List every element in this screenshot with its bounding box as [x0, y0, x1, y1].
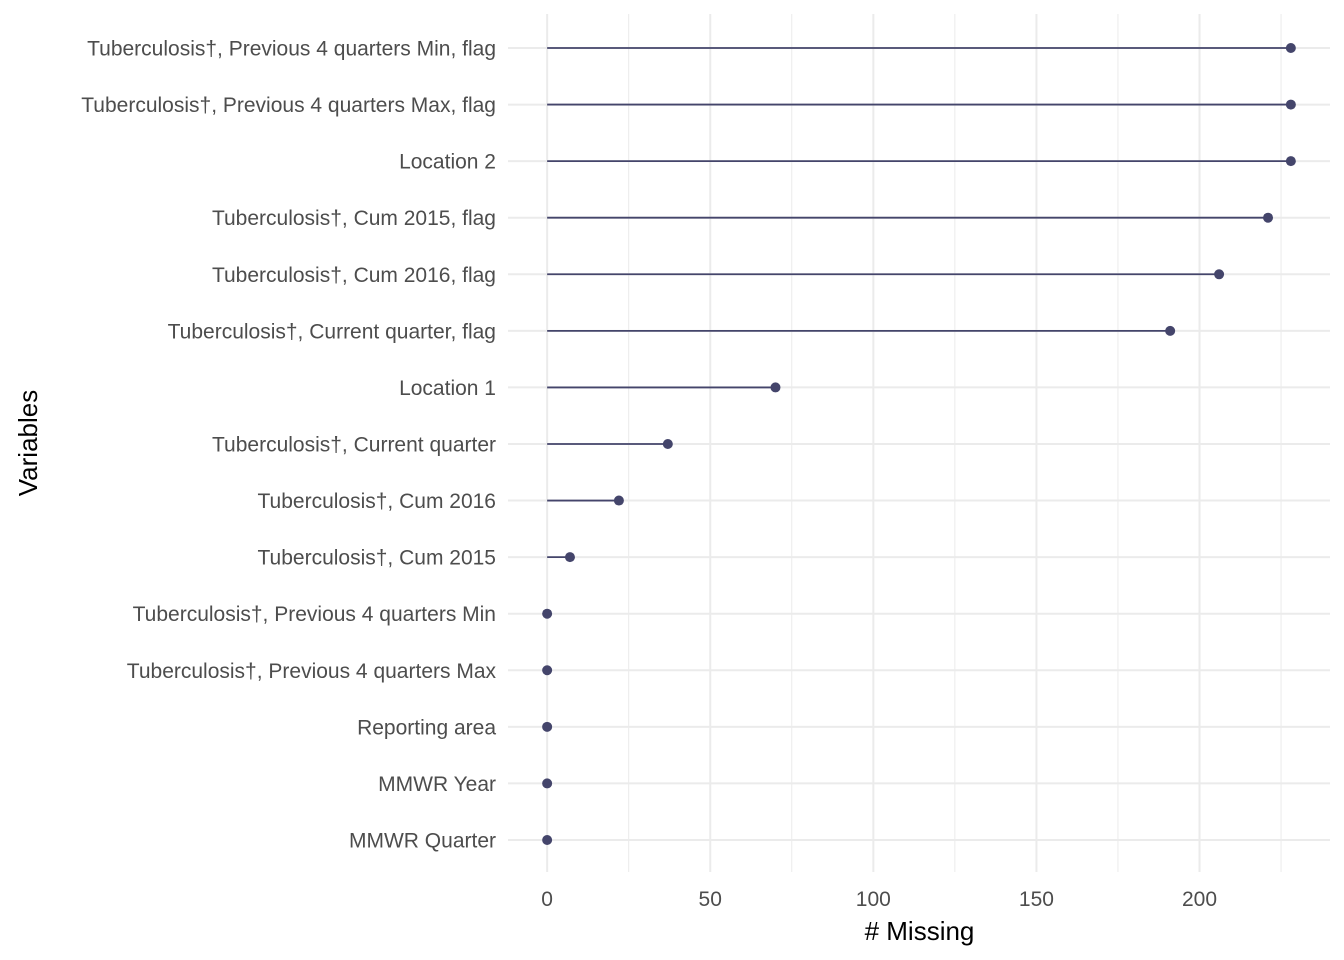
y-tick-label: Tuberculosis†, Cum 2016, flag: [212, 264, 496, 287]
lollipop-point: [542, 834, 553, 845]
y-tick-label: Tuberculosis†, Current quarter, flag: [168, 320, 496, 343]
lollipop-point: [564, 552, 575, 563]
y-axis-tick-labels: Tuberculosis†, Previous 4 quarters Min, …: [81, 38, 496, 853]
lollipop-point: [542, 721, 553, 732]
x-tick-label: 100: [856, 888, 891, 911]
y-tick-label: MMWR Quarter: [349, 829, 496, 852]
lollipop-point: [662, 438, 673, 449]
lollipop-point: [542, 665, 553, 676]
x-tick-label: 200: [1182, 888, 1217, 911]
y-tick-label: Tuberculosis†, Previous 4 quarters Min: [133, 603, 496, 626]
y-axis-title: Variables: [13, 390, 43, 496]
x-tick-label: 0: [541, 888, 553, 911]
lollipop-stems: [547, 47, 1291, 559]
lollipop-point: [542, 608, 553, 619]
y-tick-label: Location 1: [399, 377, 496, 400]
lollipop-point: [1165, 325, 1176, 336]
lollipop-point: [770, 382, 781, 393]
y-tick-label: Tuberculosis†, Previous 4 quarters Max, …: [81, 94, 496, 117]
x-tick-label: 50: [699, 888, 722, 911]
y-tick-label: Tuberculosis†, Previous 4 quarters Min, …: [87, 38, 496, 61]
lollipop-point: [1263, 212, 1274, 223]
x-axis-title: # Missing: [865, 916, 975, 946]
lollipop-point: [1285, 99, 1296, 110]
lollipop-point: [542, 778, 553, 789]
y-tick-label: Reporting area: [357, 716, 496, 739]
lollipop-point: [1214, 269, 1225, 280]
y-tick-label: Tuberculosis†, Cum 2015, flag: [212, 207, 496, 230]
y-tick-label: Tuberculosis†, Cum 2016: [257, 490, 496, 513]
y-tick-label: Location 2: [399, 151, 496, 174]
x-tick-label: 150: [1019, 888, 1054, 911]
y-tick-label: Tuberculosis†, Current quarter: [212, 433, 496, 456]
lollipop-points: [542, 43, 1296, 845]
x-axis-tick-labels: 0 50 100 150 200: [541, 888, 1217, 911]
y-tick-label: MMWR Year: [378, 773, 496, 796]
y-tick-label: Tuberculosis†, Previous 4 quarters Max: [127, 660, 497, 683]
lollipop-point: [613, 495, 624, 506]
y-tick-label: Tuberculosis†, Cum 2015: [257, 547, 496, 570]
lollipop-point: [1285, 43, 1296, 53]
lollipop-point: [1285, 156, 1296, 167]
